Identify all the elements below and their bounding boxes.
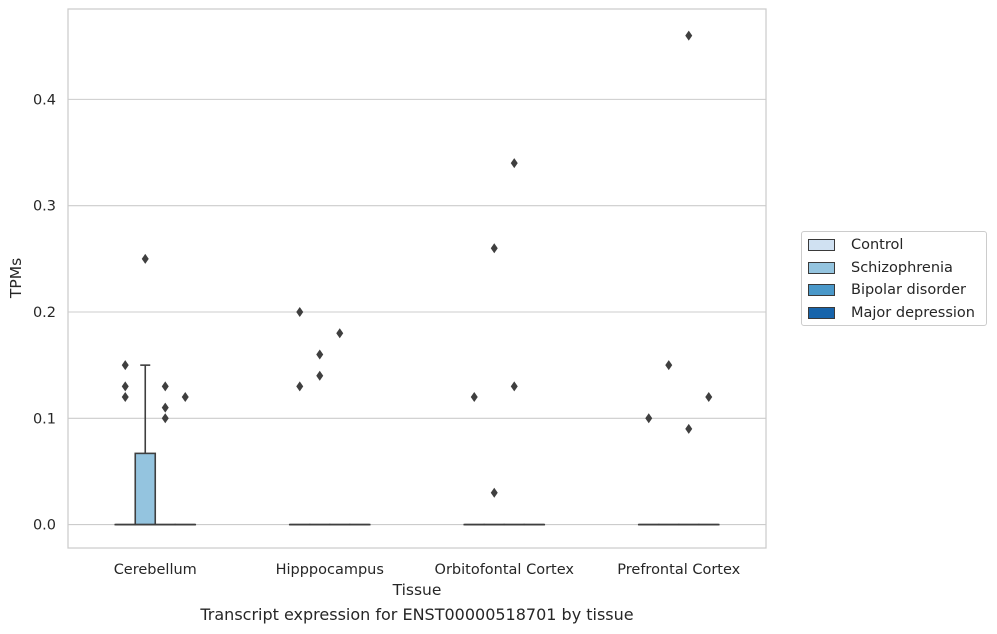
outlier-point [705,392,713,403]
outlier-point [161,413,169,424]
legend-item-control: Control [808,235,903,255]
y-tick-label: 0.1 [33,411,56,427]
legend-item-bipolar-disorder: Bipolar disorder [808,280,966,300]
legend-swatch-schizophrenia [808,262,835,274]
legend-swatch-control [808,239,835,251]
outlier-point [121,381,129,392]
outlier-point [161,402,169,413]
x-tick-label: Hipppocampus [276,562,384,578]
y-tick-label: 0.3 [33,199,56,215]
legend-item-schizophrenia: Schizophrenia [808,258,953,278]
x-tick-label: Prefrontal Cortex [617,562,740,578]
outlier-point [336,328,344,339]
outlier-point [510,381,518,392]
x-axis-label: Tissue [392,581,442,599]
plot-frame [67,8,767,549]
y-tick-label: 0.2 [33,305,56,321]
outlier-point [685,30,693,41]
outlier-point [121,392,129,403]
outlier-point [470,392,478,403]
outlier-point [316,370,324,381]
outlier-point [296,381,304,392]
outlier-point [121,360,129,371]
outlier-point [645,413,653,424]
outlier-point [296,306,304,317]
outlier-point [510,158,518,169]
figure-caption: Transcript expression for ENST0000051870… [200,605,634,624]
legend: Control Schizophrenia Bipolar disorder M… [801,231,987,326]
legend-label-schizophrenia: Schizophrenia [851,260,953,276]
y-tick-label: 0.4 [33,92,56,108]
legend-item-major-depression: Major depression [808,303,975,323]
x-tick-labels: Cerebellum Hipppocampus Orbitofontal Corte… [114,562,741,578]
outlier-point [316,349,324,360]
outlier-point [490,243,498,254]
legend-label-major-depression: Major depression [851,305,975,321]
legend-swatch-major-depression [808,307,835,319]
legend-swatch-bipolar-disorder [808,284,835,296]
box-cerebellum-schizophrenia [134,364,157,526]
y-tick-label: 0.0 [33,518,56,534]
outlier-point [141,253,149,264]
x-tick-label: Orbitofontal Cortex [435,562,575,578]
boxes [114,364,720,526]
x-tick-label: Cerebellum [114,562,197,578]
plot-area [68,9,766,548]
outlier-point [181,392,189,403]
outlier-point [685,423,693,434]
y-tick-labels: 0.0 0.1 0.2 0.3 0.4 [33,92,56,533]
outlier-point [161,381,169,392]
outlier-point [665,360,673,371]
legend-label-bipolar-disorder: Bipolar disorder [851,282,966,298]
box-body [134,452,157,526]
y-axis-label: TPMs [7,258,25,299]
outliers [121,30,713,498]
outlier-point [490,487,498,498]
legend-label-control: Control [851,237,904,253]
